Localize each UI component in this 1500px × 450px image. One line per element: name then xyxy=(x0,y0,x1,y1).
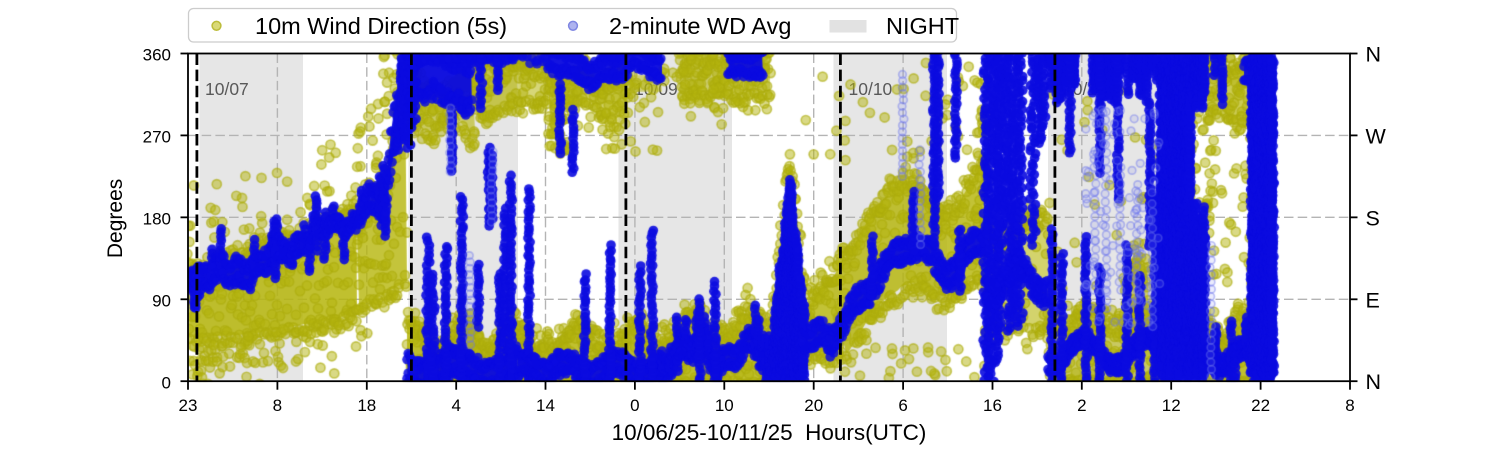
svg-text:NIGHT: NIGHT xyxy=(886,13,959,39)
svg-text:12: 12 xyxy=(1162,396,1181,415)
svg-text:360: 360 xyxy=(143,46,171,65)
svg-text:14: 14 xyxy=(536,396,555,415)
svg-text:8: 8 xyxy=(273,396,282,415)
svg-text:S: S xyxy=(1366,206,1380,230)
svg-text:23: 23 xyxy=(179,396,198,415)
svg-text:22: 22 xyxy=(1251,396,1270,415)
svg-text:16: 16 xyxy=(983,396,1002,415)
svg-text:10: 10 xyxy=(715,396,734,415)
svg-text:10m Wind Direction (5s): 10m Wind Direction (5s) xyxy=(255,13,507,39)
svg-text:270: 270 xyxy=(143,127,171,146)
svg-text:20: 20 xyxy=(804,396,823,415)
svg-text:2: 2 xyxy=(1077,396,1086,415)
svg-text:10/06/25-10/11/25 Hours(UTC): 10/06/25-10/11/25 Hours(UTC) xyxy=(612,420,927,445)
svg-text:90: 90 xyxy=(152,291,171,310)
svg-text:8: 8 xyxy=(1345,396,1354,415)
svg-text:Degrees: Degrees xyxy=(104,179,127,258)
svg-text:W: W xyxy=(1366,125,1387,149)
svg-text:18: 18 xyxy=(357,396,376,415)
svg-text:180: 180 xyxy=(143,210,171,229)
svg-text:2-minute WD Avg: 2-minute WD Avg xyxy=(609,13,791,39)
svg-text:N: N xyxy=(1366,43,1382,67)
svg-text:4: 4 xyxy=(451,396,460,415)
svg-text:N: N xyxy=(1366,370,1382,394)
svg-text:0: 0 xyxy=(162,373,171,392)
svg-text:0: 0 xyxy=(630,396,639,415)
svg-text:6: 6 xyxy=(898,396,907,415)
svg-text:E: E xyxy=(1366,288,1380,312)
